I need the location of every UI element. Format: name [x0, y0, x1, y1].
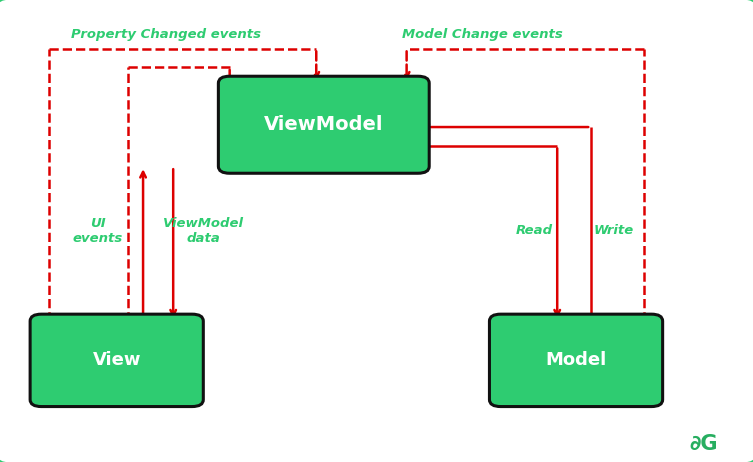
Text: Read: Read — [516, 225, 553, 237]
Text: ∂G: ∂G — [690, 433, 718, 454]
Text: Property Changed events: Property Changed events — [71, 28, 261, 41]
FancyBboxPatch shape — [489, 314, 663, 407]
FancyBboxPatch shape — [218, 76, 429, 173]
Text: UI
events: UI events — [73, 217, 123, 245]
FancyBboxPatch shape — [30, 314, 203, 407]
Text: View: View — [93, 352, 141, 369]
Text: ViewModel: ViewModel — [264, 115, 383, 134]
Text: ViewModel
data: ViewModel data — [163, 217, 244, 245]
Text: Write: Write — [593, 225, 634, 237]
Text: Model: Model — [545, 352, 607, 369]
Text: Model Change events: Model Change events — [401, 28, 562, 41]
